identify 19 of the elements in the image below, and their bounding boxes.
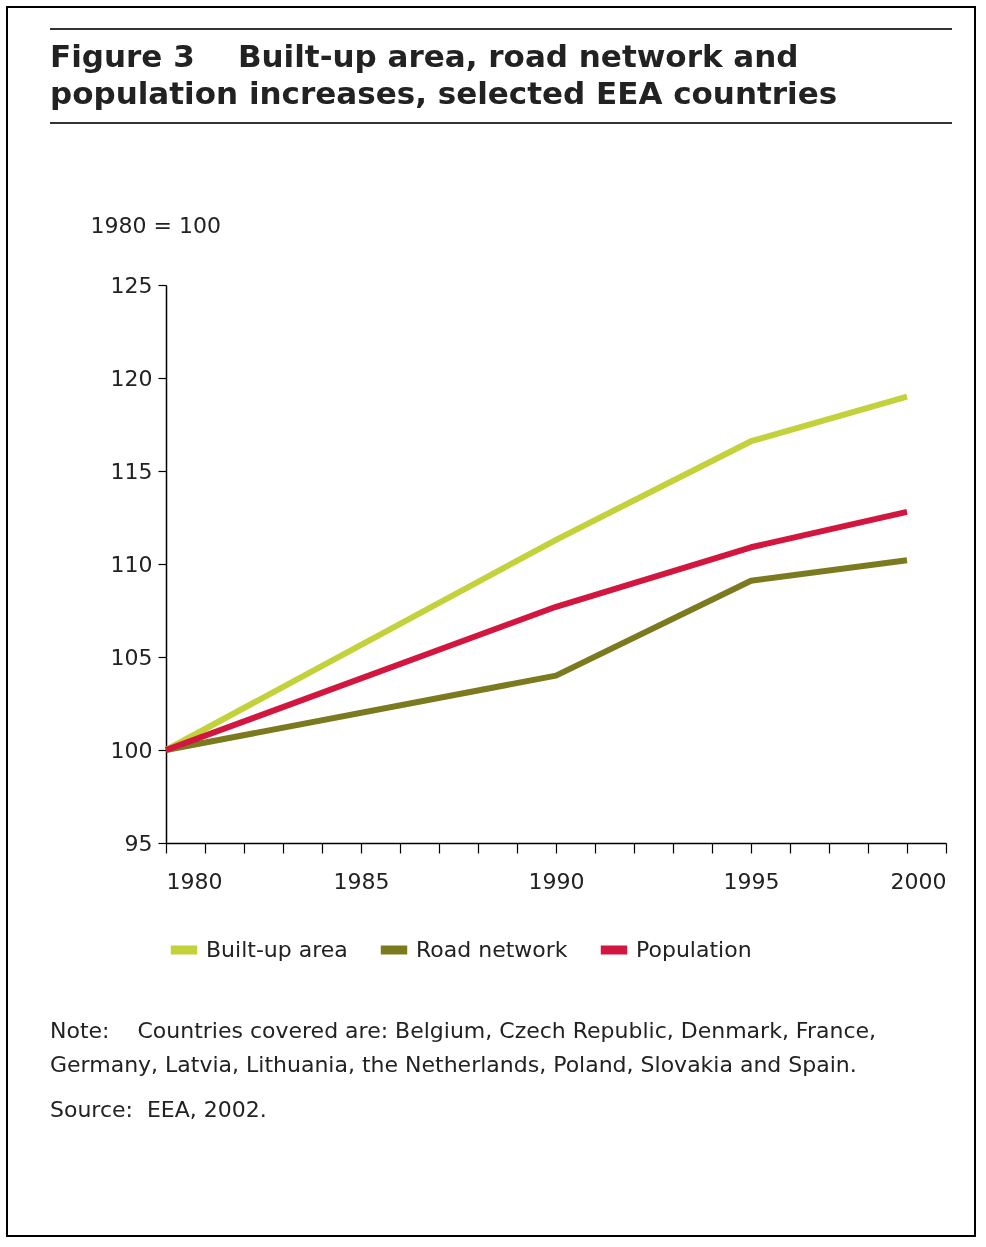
y-tick-label: 125 xyxy=(110,272,153,298)
x-tick-label: 1990 xyxy=(528,868,585,894)
y-tick-label: 115 xyxy=(110,458,153,484)
source-note: Source: EEA, 2002. xyxy=(50,1095,268,1124)
y-tick-label: 100 xyxy=(110,737,153,763)
y-tick-label: 110 xyxy=(110,551,153,577)
y-tick-label: 120 xyxy=(110,365,153,391)
text: Note: Countries covered are: Belgium, Czech Republic, Denmark, France, Germany, Latvia, Lithuania, the Netherlands, Poland, Slovakia and Spain. xyxy=(50,1017,877,1080)
y-tick-label: 105 xyxy=(110,644,153,670)
x-tick-label: 1995 xyxy=(723,868,780,894)
x-tick-label: 1985 xyxy=(333,868,390,894)
y-tick-label: 95 xyxy=(124,830,153,856)
x-tick-label: 2000 xyxy=(890,868,947,894)
y-axis-title: 1980 = 100 xyxy=(90,212,221,238)
chart-title: Figure 3 Built-up area, road network and population increases, selected EEA countries xyxy=(50,28,952,125)
legend-label: Population xyxy=(636,937,752,963)
legend-label: Built-up area xyxy=(206,937,348,963)
legend-label: Road network xyxy=(416,937,568,963)
x-tick-label: 1980 xyxy=(166,868,223,894)
